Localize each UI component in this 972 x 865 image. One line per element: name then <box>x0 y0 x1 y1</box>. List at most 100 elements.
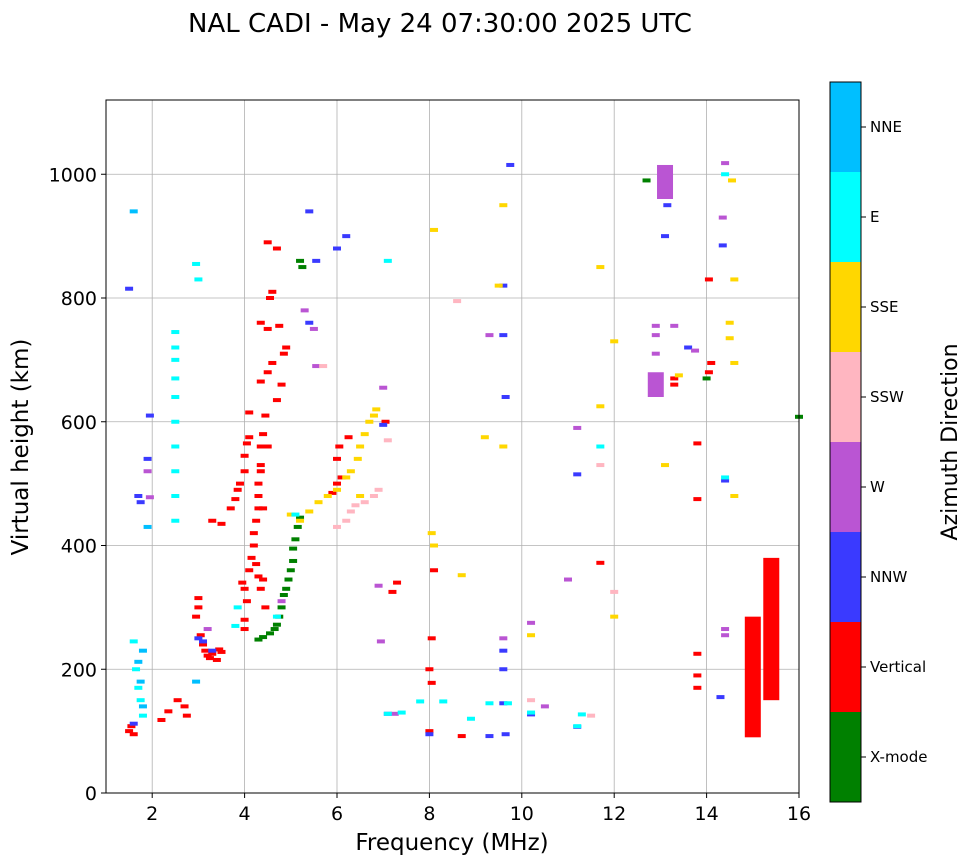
echo-point-e <box>721 475 730 480</box>
echo-point-x-mode <box>296 258 305 263</box>
y-tick-label: 1000 <box>49 164 97 186</box>
colorbar-swatch-ssw <box>830 352 861 442</box>
y-tick-label: 400 <box>61 536 97 558</box>
x-tick-label: 4 <box>239 803 251 825</box>
echo-point-w <box>718 215 727 220</box>
echo-point-vertical <box>252 518 261 523</box>
echo-point-sse <box>360 432 369 437</box>
echo-point-vertical <box>256 444 265 449</box>
echo-point-e <box>129 639 138 644</box>
x-tick-label: 6 <box>331 803 343 825</box>
echo-point-x-mode <box>270 627 279 632</box>
echo-point-vertical <box>272 398 281 403</box>
echo-point-ssw <box>596 463 605 468</box>
echo-point-sse <box>725 336 734 341</box>
colorbar-swatch-x-mode <box>830 712 861 802</box>
echo-point-vertical <box>127 724 136 729</box>
echo-point-w <box>651 323 660 328</box>
echo-point-nnw <box>501 395 510 399</box>
echo-point-w <box>143 469 152 474</box>
echo-point-w <box>379 385 388 390</box>
echo-point-ssw <box>369 494 378 498</box>
echo-point-vertical <box>196 633 205 638</box>
echo-bar-vertical <box>744 616 761 738</box>
echo-point-vertical <box>164 709 173 714</box>
echo-point-e <box>194 277 203 282</box>
echo-point-x-mode <box>291 537 300 542</box>
echo-point-w <box>670 323 679 328</box>
echo-point-e <box>721 172 730 177</box>
echo-point-vertical <box>240 627 249 632</box>
echo-point-nne <box>192 679 201 684</box>
echo-point-e <box>485 701 494 706</box>
echo-point-e <box>397 710 406 715</box>
x-tick-label: 14 <box>695 803 719 825</box>
echo-bar-vertical <box>763 557 780 701</box>
echo-point-nnw <box>125 286 134 291</box>
echo-point-vertical <box>704 370 713 375</box>
echo-point-w <box>721 161 730 166</box>
echo-point-nnw <box>485 734 494 739</box>
echo-point-x-mode <box>289 546 298 551</box>
echo-point-w <box>277 599 286 604</box>
colorbar-tick-label: SSW <box>870 388 904 406</box>
x-axis-label: Frequency (MHz) <box>355 830 548 856</box>
echo-point-vertical <box>693 651 702 656</box>
echo-point-vertical <box>256 320 265 325</box>
colorbar-swatch-w <box>830 442 861 532</box>
echo-point-sse <box>728 178 737 183</box>
echo-point-nnw <box>208 648 217 653</box>
echo-point-vertical <box>240 586 249 591</box>
echo-point-nnw <box>305 209 314 214</box>
echo-point-w <box>145 495 154 500</box>
colorbar-tick-label: NNE <box>870 118 902 136</box>
colorbar-swatch-sse <box>830 262 861 352</box>
echo-point-w <box>309 326 318 331</box>
echo-point-vertical <box>596 560 605 565</box>
echo-point-nnw <box>425 732 434 737</box>
echo-point-w <box>721 633 730 638</box>
echo-point-e <box>171 357 180 362</box>
echo-point-e <box>272 614 281 619</box>
echo-point-sse <box>323 494 332 498</box>
echo-point-sse <box>674 373 683 378</box>
echo-point-nnw <box>333 246 341 251</box>
echo-point-vertical <box>231 497 240 502</box>
echo-point-x-mode <box>282 586 291 591</box>
echo-point-e <box>291 512 300 517</box>
echo-point-vertical <box>245 568 254 573</box>
chart-title: NAL CADI - May 24 07:30:00 2025 UTC <box>188 9 692 39</box>
echo-point-sse <box>610 339 619 344</box>
echo-point-e <box>171 444 180 449</box>
echo-bar-w <box>657 164 674 199</box>
echo-point-nnw <box>342 234 351 239</box>
echo-point-nnw <box>573 472 582 477</box>
echo-point-nnw <box>305 320 314 325</box>
echo-point-x-mode <box>284 577 293 582</box>
colorbar-tick-label: E <box>870 208 879 226</box>
echo-point-sse <box>286 512 295 517</box>
echo-point-nnw <box>499 333 508 338</box>
echo-point-vertical <box>238 580 247 585</box>
y-tick-label: 0 <box>85 783 97 805</box>
echo-point-sse <box>610 614 619 619</box>
echo-point-e <box>416 699 425 704</box>
echo-point-vertical <box>199 642 208 647</box>
echo-point-e <box>573 724 582 729</box>
echo-point-e <box>171 330 180 335</box>
echo-point-sse <box>499 444 508 449</box>
echo-point-vertical <box>272 246 281 251</box>
echo-point-x-mode <box>272 622 281 627</box>
echo-point-ssw <box>319 364 328 369</box>
echo-point-sse <box>730 277 739 282</box>
echo-point-ssw <box>360 500 369 505</box>
echo-point-nnw <box>716 695 725 700</box>
colorbar-frame <box>829 81 862 803</box>
echo-point-vertical <box>247 555 256 560</box>
echo-point-vertical <box>263 240 272 245</box>
echo-point-vertical <box>208 518 217 523</box>
echo-point-vertical <box>233 487 242 492</box>
echo-point-vertical <box>256 379 265 384</box>
echo-point-nnw <box>718 243 727 248</box>
echo-point-sse <box>314 500 323 505</box>
